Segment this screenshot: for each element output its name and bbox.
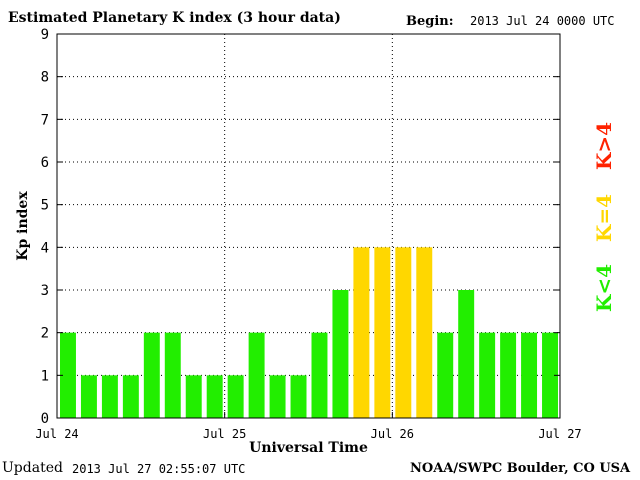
- y-axis-title: Kp index: [15, 191, 31, 261]
- y-tick-label: 4: [41, 240, 49, 256]
- y-tick-label: 3: [41, 283, 49, 299]
- kp-bar: [332, 290, 349, 418]
- chart-title: Estimated Planetary K index (3 hour data…: [8, 10, 341, 26]
- kp-bar: [164, 332, 181, 418]
- y-tick-label: 2: [41, 326, 49, 342]
- y-tick-label: 9: [41, 27, 49, 43]
- kp-bar: [80, 375, 97, 418]
- kp-bar: [416, 247, 433, 418]
- y-tick-label: 8: [41, 70, 49, 86]
- kp-bar: [185, 375, 202, 418]
- kp-bar: [353, 247, 370, 418]
- kp-bar: [227, 375, 244, 418]
- y-tick-label: 5: [41, 198, 49, 214]
- updated-label: Updated: [2, 460, 63, 476]
- kp-bar: [542, 332, 558, 418]
- kp-bar: [458, 290, 475, 418]
- x-tick-label: Jul 27: [538, 427, 581, 441]
- kp-bar: [290, 375, 307, 418]
- x-axis-title: Universal Time: [249, 440, 368, 456]
- kp-bar: [479, 332, 496, 418]
- plot-frame: [56, 33, 561, 419]
- y-tick-label: 0: [41, 411, 49, 427]
- x-tick-label: Jul 25: [203, 427, 246, 441]
- y-tick-label: 6: [41, 155, 49, 171]
- begin-value: 2013 Jul 24 0000 UTC: [470, 14, 615, 28]
- kp-bar: [437, 332, 454, 418]
- updated-value: 2013 Jul 27 02:55:07 UTC: [72, 462, 246, 476]
- kp-bar: [374, 247, 391, 418]
- legend-below-4: K<4: [592, 263, 616, 312]
- begin-label: Begin:: [406, 14, 454, 29]
- x-tick-label: Jul 26: [371, 427, 414, 441]
- kp-bar: [311, 332, 328, 418]
- legend-above-4: K>4: [592, 121, 616, 170]
- kp-bar: [143, 332, 160, 418]
- y-tick-label: 7: [41, 112, 49, 128]
- kp-bar: [269, 375, 286, 418]
- x-tick-label: Jul 24: [35, 427, 78, 441]
- kp-bar: [521, 332, 538, 418]
- y-tick-label: 1: [41, 368, 49, 384]
- kp-bar: [395, 247, 412, 418]
- kp-bar: [60, 332, 76, 418]
- credit-label: NOAA/SWPC Boulder, CO USA: [410, 461, 631, 476]
- kp-bar: [500, 332, 517, 418]
- legend-equal-4: K=4: [592, 193, 616, 242]
- kp-bar: [206, 375, 223, 418]
- kp-bar: [248, 332, 265, 418]
- kp-bar: [101, 375, 118, 418]
- kp-bar: [122, 375, 139, 418]
